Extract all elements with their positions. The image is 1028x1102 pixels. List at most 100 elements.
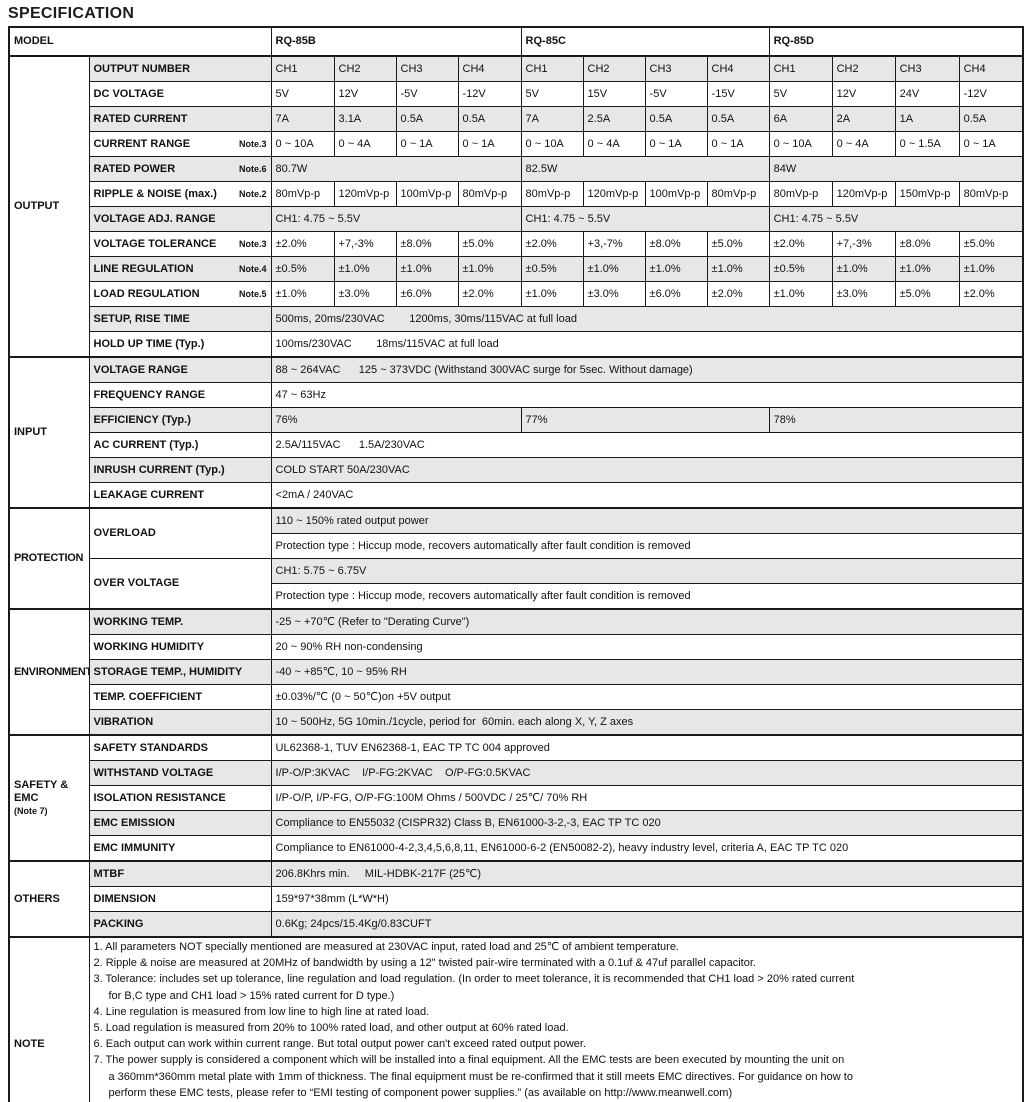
table-row: AC CURRENT (Typ.) 2.5A/115VAC 1.5A/230VAC — [9, 432, 1024, 458]
table-row: STORAGE TEMP., HUMIDITY -40 ~ +85℃, 10 ~ … — [9, 659, 1024, 685]
value-cell: RQ-85C — [520, 26, 770, 57]
value-cell: 5V — [768, 81, 833, 107]
value-cell: ±2.0% — [270, 231, 335, 257]
value-cell: ±2.0% — [958, 281, 1024, 307]
row-label-text: WITHSTAND VOLTAGE — [93, 766, 214, 779]
value-cell: 80mVp-p — [457, 181, 522, 207]
table-row: DIMENSION 159*97*38mm (L*W*H) — [9, 886, 1024, 912]
row-label-text: WORKING TEMP. — [93, 615, 184, 628]
value-cell: 159*97*38mm (L*W*H) — [270, 886, 1024, 912]
value-cell: 0 ~ 4A — [831, 131, 896, 157]
table-row: ISOLATION RESISTANCE I/P-O/P, I/P-FG, O/P… — [9, 785, 1024, 811]
row-label-dimension: DIMENSION — [88, 886, 272, 912]
value-cell: CH3 — [894, 55, 960, 82]
row-label-emc-emission: EMC EMISSION — [88, 810, 272, 836]
note-marker: 2. — [93, 957, 106, 970]
value-cell: 100ms/230VAC 18ms/115VAC at full load — [270, 331, 1024, 358]
value-cell: CH4 — [457, 55, 522, 82]
value-cell: CH1: 4.75 ~ 5.5V — [270, 206, 522, 232]
value-cell: 5V — [520, 81, 584, 107]
value-cell: +3,-7% — [582, 231, 646, 257]
value-cell: ±0.03%/℃ (0 ~ 50℃)on +5V output — [270, 684, 1024, 710]
table-row: DC VOLTAGE 5V 12V -5V -12V 5V 15V -5V -15V 5V 12V 2… — [9, 81, 1024, 107]
row-label-text: ISOLATION RESISTANCE — [93, 791, 226, 804]
table-row: LEAKAGE CURRENT <2mA / 240VAC — [9, 482, 1024, 509]
value-cell: CH1: 4.75 ~ 5.5V — [520, 206, 770, 232]
value-cell: 12V — [831, 81, 896, 107]
note-marker: 1. — [93, 941, 106, 953]
note-line: 7. The power supply is considered a comp… — [93, 1054, 845, 1067]
value-cell: 0 ~ 1A — [644, 131, 708, 157]
value-cell: 80.7W — [270, 156, 522, 182]
value-cell: CH1 — [270, 55, 335, 82]
value-cell: 0 ~ 10A — [768, 131, 833, 157]
row-label-text: LEAKAGE CURRENT — [93, 488, 205, 501]
value-cell: ±1.0% — [706, 256, 770, 282]
table-row: MODEL RQ-85B RQ-85C RQ-85D — [8, 26, 1024, 57]
row-label-isolation-resistance: ISOLATION RESISTANCE — [88, 785, 272, 811]
row-label-text: OUTPUT NUMBER — [93, 62, 191, 75]
row-label-text: TEMP. COEFFICIENT — [93, 690, 203, 703]
row-label-withstand-voltage: WITHSTAND VOLTAGE — [88, 760, 272, 786]
value-cell: 0.5A — [706, 106, 770, 132]
value-cell: ±1.0% — [520, 281, 584, 307]
specification-table: MODEL RQ-85B RQ-85C RQ-85D OUTPUT OUTPUT NUMB… — [8, 26, 1025, 1102]
value-cell: ±0.5% — [768, 256, 833, 282]
value-cell: 88 ~ 264VAC 125 ~ 373VDC (Withstand 300V… — [270, 356, 1024, 383]
row-label-rated-current: RATED CURRENT — [88, 106, 272, 132]
row-label-text: SETUP, RISE TIME — [93, 312, 190, 325]
table-row: SETUP, RISE TIME 500ms, 20ms/230VAC 1200m… — [9, 306, 1024, 332]
value-cell: CH2 — [582, 55, 646, 82]
table-row: Protection type : Hiccup mode, recovers … — [9, 583, 1024, 610]
value-cell: 5V — [270, 81, 335, 107]
value-cell: 150mVp-p — [894, 181, 960, 207]
table-row: VOLTAGE ADJ. RANGE CH1: 4.75 ~ 5.5V CH1: 4… — [9, 206, 1024, 232]
table-row: WORKING HUMIDITY 20 ~ 90% RH non-condensi… — [9, 634, 1024, 660]
value-cell: 7A — [270, 106, 335, 132]
table-row: RATED POWER Note.6 80.7W 82.5W 84W — [9, 156, 1024, 182]
table-row: TEMP. COEFFICIENT ±0.03%/℃ (0 ~ 50℃)on +5… — [9, 684, 1024, 710]
value-cell: +7,-3% — [333, 231, 397, 257]
value-cell: ±6.0% — [395, 281, 459, 307]
table-row: OTHERS MTBF 206.8Khrs min. MIL-HDBK-217F (… — [8, 860, 1024, 938]
value-cell: 12V — [333, 81, 397, 107]
section-label-note: NOTE — [8, 936, 90, 1102]
value-cell: ±5.0% — [706, 231, 770, 257]
value-cell: CH4 — [958, 55, 1024, 82]
value-cell: 0.5A — [395, 106, 459, 132]
note-marker: 6. — [93, 1038, 106, 1051]
row-label-temp-coefficient: TEMP. COEFFICIENT — [88, 684, 272, 710]
section-label-text: OUTPUT — [14, 200, 60, 212]
value-cell: ±1.0% — [395, 256, 459, 282]
value-cell: ±1.0% — [894, 256, 960, 282]
value-cell: 0 ~ 1A — [457, 131, 522, 157]
table-row: EFFICIENCY (Typ.) 76% 77% 78% — [9, 407, 1024, 433]
value-cell: 80mVp-p — [706, 181, 770, 207]
section-label-environment: ENVIRONMENT — [8, 608, 90, 736]
row-label-text: OVERLOAD — [93, 527, 156, 539]
row-label-text: STORAGE TEMP., HUMIDITY — [93, 665, 243, 678]
table-row: Protection type : Hiccup mode, recovers … — [9, 533, 1024, 559]
value-cell: 0 ~ 4A — [582, 131, 646, 157]
section-label-text: EMC — [14, 791, 39, 804]
value-cell: CH1 — [520, 55, 584, 82]
section-label-text: INPUT — [14, 426, 47, 438]
row-label-leakage-current: LEAKAGE CURRENT — [88, 482, 272, 509]
section-label-text: PROTECTION — [14, 552, 84, 564]
row-label-line-regulation: LINE REGULATION Note.4 — [88, 256, 272, 282]
value-cell: 47 ~ 63Hz — [270, 382, 1024, 408]
row-label-rated-power: RATED POWER Note.6 — [88, 156, 272, 182]
row-label-text: EMC EMISSION — [93, 816, 175, 829]
row-label-setup-rise-time: SETUP, RISE TIME — [88, 306, 272, 332]
row-label-hold-up-time-typ: HOLD UP TIME (Typ.) — [88, 331, 272, 358]
value-cell: 500ms, 20ms/230VAC 1200ms, 30ms/115VAC a… — [270, 306, 1024, 332]
value-cell: ±1.0% — [582, 256, 646, 282]
value-cell: CH2 — [333, 55, 397, 82]
row-label-inrush-current-typ: INRUSH CURRENT (Typ.) — [88, 457, 272, 483]
section-label-output: OUTPUT — [8, 55, 90, 358]
value-cell: -15V — [706, 81, 770, 107]
value-cell: 120mVp-p — [582, 181, 646, 207]
value-cell: 15V — [582, 81, 646, 107]
value-cell: 110 ~ 150% rated output power — [270, 507, 1024, 534]
value-cell: -40 ~ +85℃, 10 ~ 95% RH — [270, 659, 1024, 685]
